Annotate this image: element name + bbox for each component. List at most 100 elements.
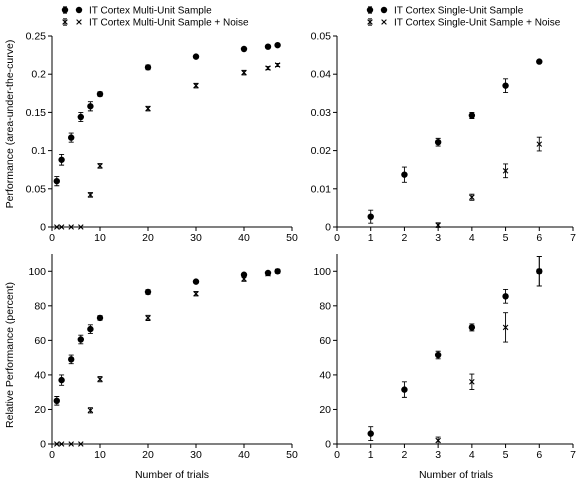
legend-label: IT Cortex Multi-Unit Sample: [89, 6, 212, 17]
y-tick-label: 100: [313, 266, 331, 278]
series-sample-noise: [435, 256, 543, 445]
data-point-dot: [401, 171, 408, 178]
y-tick-label: 0: [325, 222, 331, 234]
x-tick-label: 1: [368, 449, 374, 461]
y-tick-label: 0.2: [31, 69, 46, 81]
data-point-dot: [87, 325, 94, 333]
series-sample-noise: [54, 62, 281, 230]
x-tick-label: 5: [503, 232, 509, 244]
data-point-dot: [367, 430, 374, 437]
x-axis-label-left: Number of trials: [135, 469, 209, 481]
data-point-x: [193, 290, 199, 297]
x-tick-label: 6: [536, 449, 542, 461]
legend-marker: [381, 19, 387, 25]
x-tick-label: 2: [402, 449, 408, 461]
y-tick-label: 0.03: [311, 107, 332, 119]
data-point-x: [78, 441, 84, 447]
data-point-x: [87, 407, 94, 414]
y-tick-label: 0.01: [311, 183, 332, 195]
y-tick-label: 0.15: [26, 107, 47, 119]
x-tick-label: 4: [469, 449, 475, 461]
data-point-dot: [502, 293, 509, 300]
data-point-dot: [274, 41, 281, 49]
data-point-x: [536, 268, 543, 275]
data-point-x: [145, 105, 151, 112]
legend-marker: [367, 19, 373, 25]
x-tick-label: 50: [286, 232, 298, 244]
x-tick-label: 3: [435, 232, 441, 244]
data-point-x: [274, 268, 281, 275]
x-tick-label: 20: [142, 232, 154, 244]
x-tick-label: 7: [570, 449, 576, 461]
data-point-dot: [144, 64, 152, 71]
y-tick-label: 20: [319, 404, 331, 416]
chart-panel-top-right: 0 1 2 3 4 5 6 7 0 0.01 0.02 0.03 0.04 0.05 IT Cortex S…: [311, 6, 577, 245]
data-point-x: [536, 141, 543, 147]
data-point-x: [54, 441, 60, 447]
data-point-dot: [536, 58, 543, 65]
data-point-x: [54, 224, 60, 230]
data-point-x: [97, 376, 103, 383]
data-point-dot: [434, 351, 442, 359]
data-point-dot: [58, 376, 65, 384]
y-tick-label: 0.02: [311, 145, 332, 157]
legend-label: IT Cortex Multi-Unit Sample + Noise: [89, 18, 249, 29]
data-point-dot: [502, 82, 509, 89]
y-tick-label: 0.1: [31, 145, 46, 157]
legend-marker: [61, 6, 69, 14]
x-tick-label: 0: [49, 449, 55, 461]
y-tick-label: 100: [28, 266, 46, 278]
data-point-x: [265, 271, 271, 277]
y-tick-label: 0.05: [26, 183, 47, 195]
y-tick-label: 60: [319, 335, 331, 347]
data-point-x: [469, 194, 475, 200]
data-point-x: [502, 324, 509, 331]
x-tick-label: 40: [238, 449, 250, 461]
data-point-dot: [144, 288, 152, 296]
data-point-dot: [240, 45, 248, 53]
data-point-x: [68, 224, 74, 230]
data-point-dot: [367, 213, 374, 220]
data-point-x: [241, 69, 247, 76]
series-sample-noise: [54, 268, 281, 447]
x-tick-label: 1: [368, 232, 374, 244]
data-point-dot: [468, 324, 476, 331]
x-tick-label: 0: [334, 232, 340, 244]
y-axis-label-bottom: Relative Performance (percent): [4, 282, 16, 428]
x-tick-label: 30: [190, 232, 202, 244]
y-tick-label: 0: [40, 439, 46, 451]
chart-panel-top-left: 0 10 20 30 40 50 0 0.05 0.1 0.15 0.2 0.25 IT Cortex …: [26, 6, 298, 245]
x-tick-label: 4: [469, 232, 475, 244]
y-tick-label: 0.25: [26, 31, 47, 43]
y-tick-label: 0: [40, 222, 46, 234]
data-point-x: [193, 82, 199, 89]
series-sample: [53, 268, 281, 406]
y-axis-label-top: Performance (area-under-the-curve): [4, 40, 16, 209]
legend-marker: [62, 19, 68, 25]
data-point-x: [58, 441, 65, 447]
data-point-dot: [468, 112, 476, 119]
data-point-x: [68, 441, 74, 447]
data-point-dot: [87, 103, 94, 110]
y-tick-label: 80: [34, 300, 46, 312]
x-tick-label: 20: [142, 449, 154, 461]
series-sample: [367, 58, 543, 224]
x-tick-label: 3: [435, 449, 441, 461]
x-tick-label: 30: [190, 449, 202, 461]
data-point-x: [78, 224, 84, 230]
data-point-dot: [96, 90, 104, 98]
y-tick-label: 0: [325, 439, 331, 451]
x-tick-label: 7: [570, 232, 576, 244]
y-tick-label: 40: [319, 369, 331, 381]
x-tick-label: 5: [503, 449, 509, 461]
data-point-x: [435, 222, 441, 228]
data-point-dot: [401, 386, 408, 393]
data-point-x: [58, 224, 65, 230]
x-axis-label-right: Number of trials: [419, 469, 493, 481]
data-point-x: [274, 62, 281, 68]
chart-panel-bottom-left: 0 10 20 30 40 50 0 20 40 60 80 100: [28, 254, 298, 461]
y-tick-label: 20: [34, 404, 46, 416]
series-sample: [53, 41, 281, 187]
